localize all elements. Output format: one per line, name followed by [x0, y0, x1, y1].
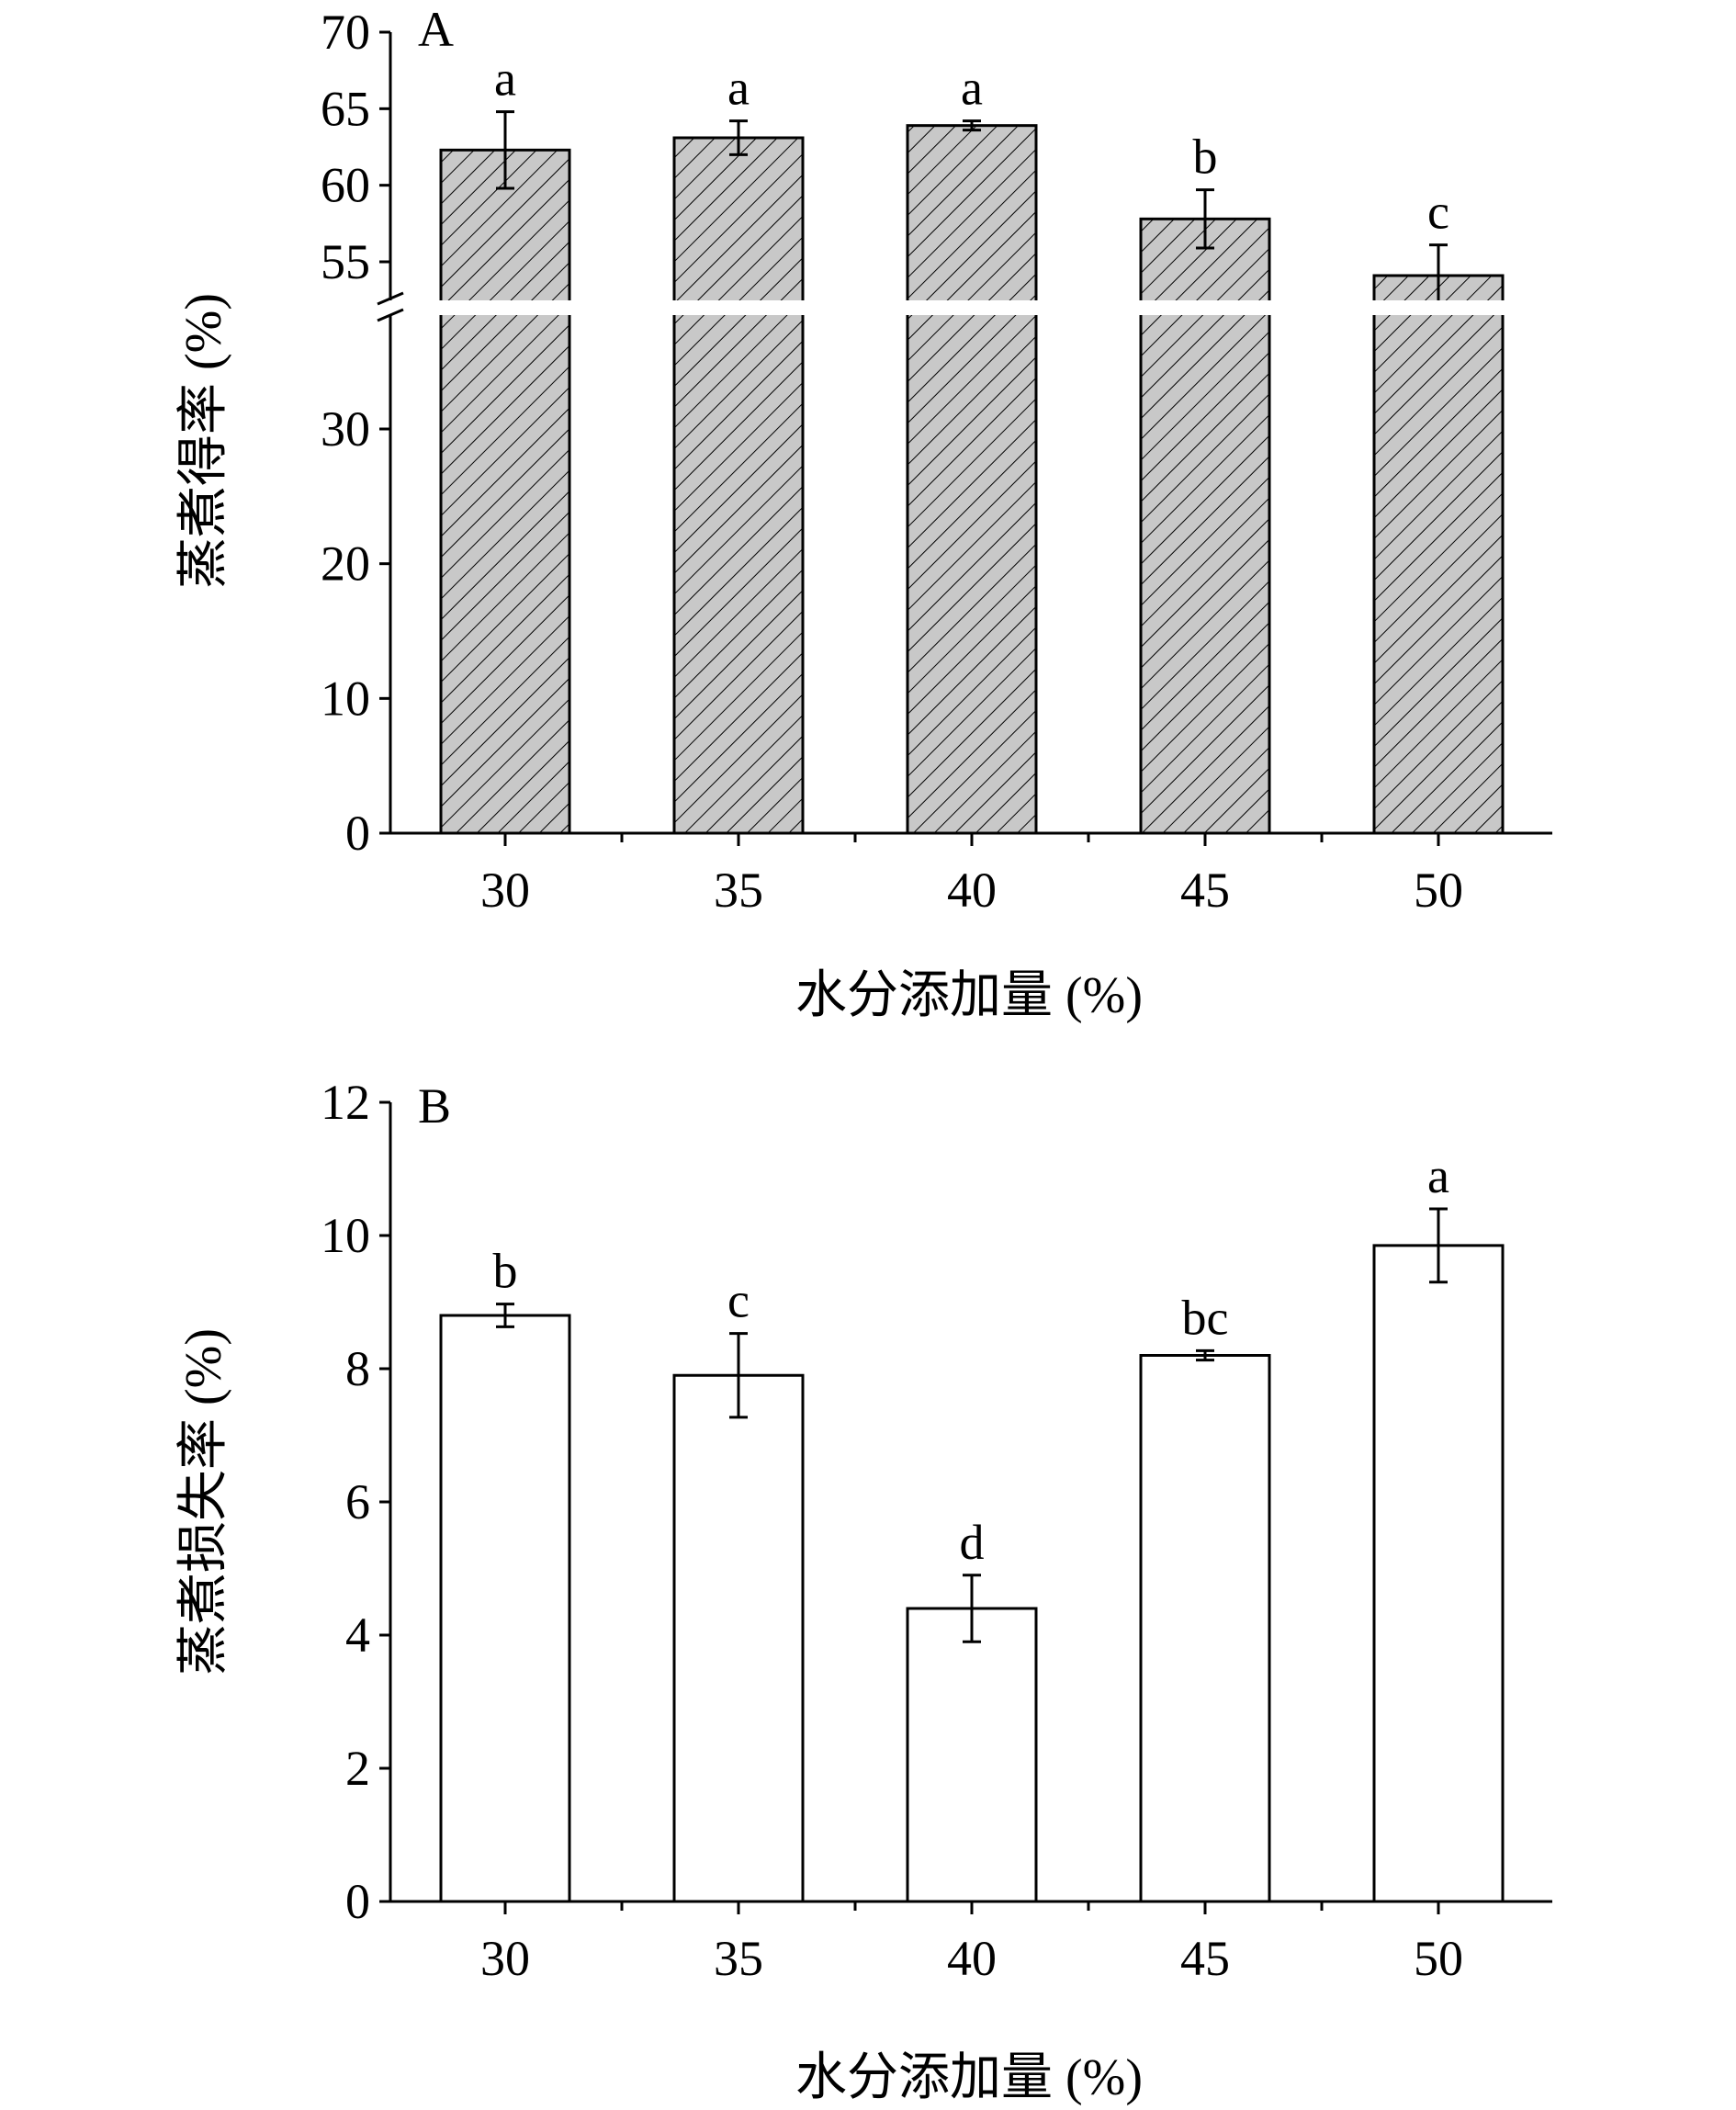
- significance-label-a-40: a: [961, 61, 983, 116]
- x-tick-label-a-30: 30: [480, 863, 530, 918]
- bar-b-30: [439, 1314, 571, 1903]
- significance-label-b-30: b: [493, 1244, 518, 1299]
- bar-b-45: [1139, 1354, 1271, 1903]
- y-tick-label-a-20: 20: [321, 536, 370, 592]
- chart-b-x-axis-title: 水分添加量 (%): [795, 2049, 1143, 2106]
- chart-a-y-axis-title: 蒸煮得率 (%): [175, 293, 232, 589]
- chart-a-x-axis-title: 水分添加量 (%): [795, 967, 1143, 1024]
- x-tick-label-b-30: 30: [480, 1931, 530, 1986]
- chart-a-axes: 0 10 20 30 55 60 65 70 30 35 40 45 50: [321, 5, 1552, 918]
- significance-label-b-45: bc: [1182, 1290, 1229, 1345]
- axis-break-band-a: [372, 300, 1552, 315]
- bar-a-50: [1372, 274, 1505, 835]
- y-tick-label-b-6: 6: [345, 1474, 370, 1529]
- y-tick-label-b-12: 12: [321, 1075, 370, 1130]
- significance-label-a-30: a: [494, 51, 516, 107]
- y-tick-label-b-2: 2: [345, 1741, 370, 1796]
- bar-b-50: [1372, 1244, 1505, 1903]
- significance-label-a-50: c: [1427, 185, 1449, 240]
- x-tick-label-b-40: 40: [947, 1931, 997, 1986]
- x-tick-label-a-35: 35: [714, 863, 763, 918]
- bar-b-40: [906, 1607, 1038, 1903]
- bar-a-30: [439, 148, 571, 835]
- chart-b-axes: 0 2 4 6 8 10 12 30 35 40 45 50: [321, 1075, 1552, 1986]
- x-tick-label-b-35: 35: [714, 1931, 763, 1986]
- y-tick-label-b-10: 10: [321, 1208, 370, 1263]
- significance-label-a-45: b: [1193, 130, 1218, 185]
- bar-a-45: [1139, 217, 1271, 835]
- y-tick-label-a-55: 55: [321, 234, 370, 289]
- x-tick-label-a-40: 40: [947, 863, 997, 918]
- bar-a-40: [906, 124, 1038, 835]
- chart-a: A a a a b c 0 10 20 30 55 60 65 70 30 35 40 45 50 水分添加量 …: [175, 2, 1552, 1024]
- chart-b-y-axis-title: 蒸煮损失率 (%): [175, 1328, 232, 1676]
- panel-label-a: A: [418, 2, 454, 57]
- axis-break-mark-a-1: [377, 291, 404, 306]
- x-tick-label-b-45: 45: [1180, 1931, 1230, 1986]
- x-tick-label-a-45: 45: [1180, 863, 1230, 918]
- significance-label-a-35: a: [727, 61, 750, 116]
- y-tick-label-a-30: 30: [321, 401, 370, 457]
- y-tick-label-a-70: 70: [321, 5, 370, 60]
- y-tick-label-a-0: 0: [345, 806, 370, 861]
- panel-label-b: B: [418, 1078, 451, 1134]
- significance-label-b-40: d: [960, 1515, 985, 1570]
- significance-label-b-50: a: [1427, 1148, 1449, 1203]
- chart-a-bars: a a a b c: [372, 51, 1552, 835]
- y-tick-label-b-4: 4: [345, 1608, 370, 1663]
- x-tick-label-b-50: 50: [1414, 1931, 1463, 1986]
- bar-a-35: [672, 136, 805, 835]
- y-tick-label-b-0: 0: [345, 1874, 370, 1929]
- y-tick-label-a-60: 60: [321, 158, 370, 213]
- significance-label-b-35: c: [727, 1273, 750, 1328]
- x-tick-label-a-50: 50: [1414, 863, 1463, 918]
- bar-b-35: [672, 1373, 805, 1903]
- y-tick-label-b-8: 8: [345, 1341, 370, 1396]
- y-tick-label-a-65: 65: [321, 81, 370, 136]
- axis-break-mark-a-2: [377, 308, 404, 322]
- y-tick-label-a-10: 10: [321, 671, 370, 726]
